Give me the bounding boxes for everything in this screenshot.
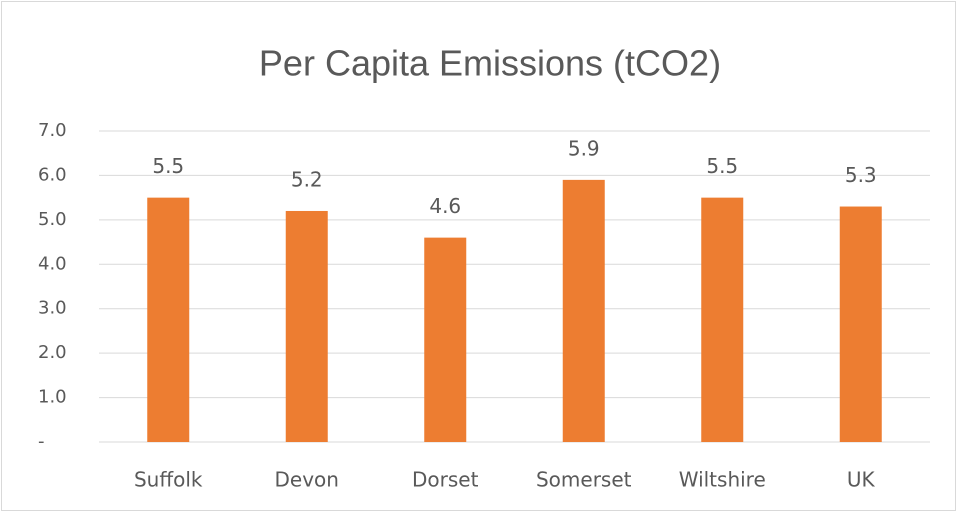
bar: [701, 197, 744, 442]
y-tick-label: 2.0: [38, 342, 67, 363]
bar: [285, 210, 328, 442]
x-tick-label: Dorset: [412, 468, 479, 492]
bar: [147, 197, 190, 442]
y-tick-label: 5.0: [38, 209, 67, 230]
x-tick-label: Devon: [275, 468, 339, 492]
y-tick-label: 4.0: [38, 253, 67, 274]
data-label: 4.6: [429, 194, 461, 218]
data-label: 5.9: [568, 136, 600, 160]
x-tick-label: Wiltshire: [679, 468, 766, 492]
y-tick-label: -: [38, 431, 45, 452]
data-label: 5.2: [291, 167, 323, 191]
y-tick-label: 1.0: [38, 387, 67, 408]
data-label: 5.5: [706, 154, 738, 178]
y-tick-label: 6.0: [38, 164, 67, 185]
data-label: 5.5: [152, 154, 184, 178]
data-label: 5.3: [845, 163, 877, 187]
y-tick-label: 7.0: [38, 120, 67, 141]
bar: [424, 237, 467, 442]
x-tick-label: UK: [847, 468, 876, 492]
x-tick-label: Somerset: [536, 468, 632, 492]
chart-title: Per Capita Emissions (tCO2): [259, 43, 721, 84]
x-tick-label: Suffolk: [134, 468, 203, 492]
bar: [839, 206, 882, 442]
y-tick-label: 3.0: [38, 298, 67, 319]
bar: [562, 179, 605, 442]
